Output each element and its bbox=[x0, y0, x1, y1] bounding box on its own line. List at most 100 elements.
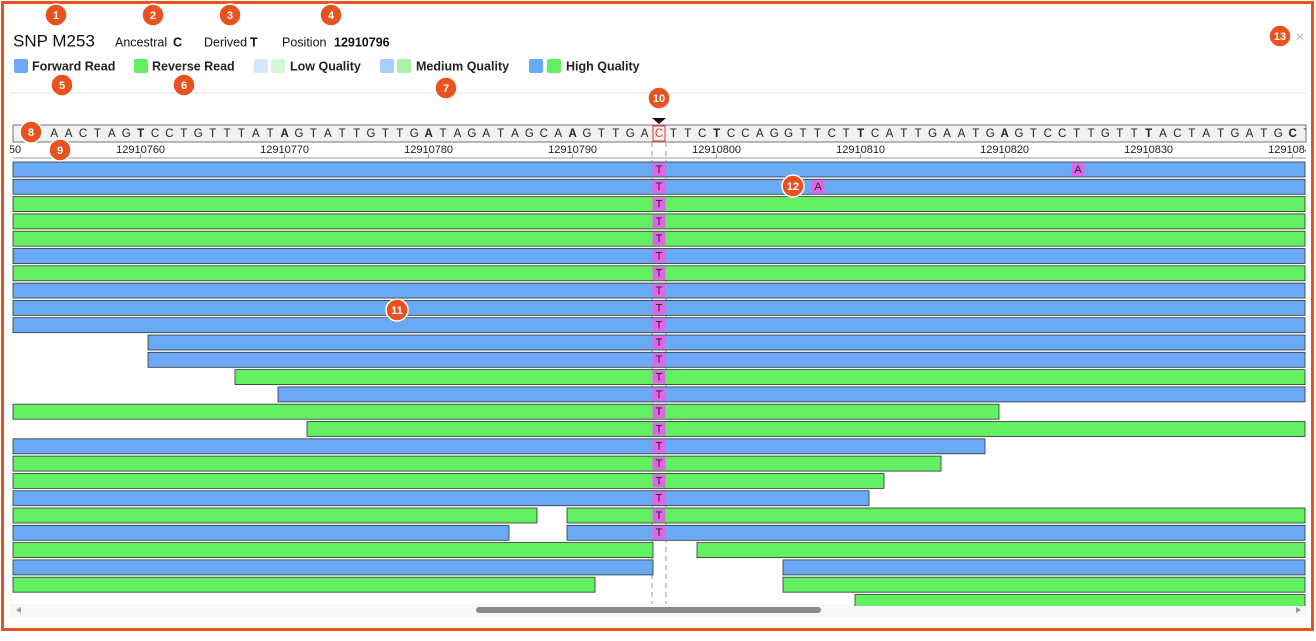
annotation-badge bbox=[19, 120, 43, 144]
base: T bbox=[180, 128, 187, 140]
read[interactable] bbox=[12, 524, 510, 541]
base: T bbox=[1303, 128, 1310, 140]
annotation-number: 13 bbox=[1274, 31, 1286, 43]
read[interactable] bbox=[12, 490, 870, 507]
mismatch-box bbox=[652, 266, 666, 280]
read[interactable] bbox=[12, 455, 942, 472]
mismatch-box bbox=[652, 214, 666, 228]
legend-swatch bbox=[547, 59, 561, 73]
base: A bbox=[108, 128, 116, 140]
mismatch-base: A bbox=[1074, 164, 1082, 176]
base: A bbox=[511, 128, 519, 140]
base: A bbox=[886, 128, 894, 140]
mismatch-box bbox=[652, 405, 666, 419]
base: T bbox=[972, 128, 979, 140]
base: T bbox=[1217, 128, 1224, 140]
read[interactable] bbox=[12, 576, 596, 593]
mismatch-base: T bbox=[656, 320, 663, 332]
read[interactable] bbox=[12, 507, 538, 524]
read[interactable] bbox=[12, 438, 986, 455]
legend-swatch bbox=[380, 59, 394, 73]
ruler-label: 12910760 bbox=[116, 144, 165, 156]
legend-label[interactable]: High Quality bbox=[566, 59, 640, 73]
legend-label[interactable]: Medium Quality bbox=[416, 59, 509, 73]
position-value: 12910796 bbox=[334, 35, 390, 49]
legend-swatch bbox=[271, 59, 285, 73]
read[interactable] bbox=[147, 334, 1306, 351]
annotation-number: 3 bbox=[227, 10, 233, 22]
scroll-right[interactable] bbox=[1296, 607, 1301, 613]
mismatch-box bbox=[652, 370, 666, 384]
base: T bbox=[814, 128, 821, 140]
base: T bbox=[267, 128, 274, 140]
read[interactable] bbox=[566, 507, 1306, 524]
annotation-number: 2 bbox=[150, 10, 156, 22]
mismatch-box bbox=[652, 491, 666, 505]
base: A bbox=[756, 128, 764, 140]
base: G bbox=[1231, 128, 1240, 140]
read[interactable] bbox=[12, 403, 1000, 420]
annotation-number: 4 bbox=[328, 10, 335, 22]
base: C bbox=[727, 128, 735, 140]
legend-label[interactable]: Low Quality bbox=[290, 59, 361, 73]
mismatch-base: T bbox=[656, 406, 663, 418]
mismatch-box bbox=[1071, 163, 1085, 176]
legend-label[interactable]: Reverse Read bbox=[152, 59, 235, 73]
read[interactable] bbox=[566, 524, 1306, 541]
base: C bbox=[698, 128, 706, 140]
read[interactable] bbox=[277, 386, 1306, 403]
snp-marker[interactable] bbox=[652, 118, 666, 124]
legend-swatch bbox=[134, 59, 148, 73]
annotation-number: 7 bbox=[443, 83, 449, 95]
read[interactable] bbox=[12, 472, 885, 489]
read[interactable] bbox=[782, 576, 1306, 593]
read[interactable] bbox=[306, 421, 1306, 437]
scroll-left[interactable] bbox=[16, 607, 21, 613]
derived-label: Derived bbox=[204, 35, 247, 49]
annotation-badge bbox=[48, 138, 72, 162]
annotation-badge bbox=[50, 73, 74, 97]
annotation-badge bbox=[647, 86, 671, 110]
mismatch-box bbox=[652, 318, 666, 332]
base: C bbox=[540, 128, 548, 140]
annotation-badge bbox=[172, 73, 196, 97]
base: T bbox=[915, 128, 922, 140]
position-label: Position bbox=[282, 35, 327, 49]
base: A bbox=[568, 128, 576, 140]
base: T bbox=[1087, 128, 1094, 140]
mismatch-box bbox=[652, 526, 666, 540]
mismatch-base: T bbox=[656, 389, 663, 401]
legend-label[interactable]: Forward Read bbox=[32, 59, 115, 73]
ancestral-value: C bbox=[173, 35, 182, 49]
base: A bbox=[424, 128, 432, 140]
base: A bbox=[943, 128, 951, 140]
base: C bbox=[79, 128, 87, 140]
base: G bbox=[928, 128, 937, 140]
mismatch-base: T bbox=[656, 493, 663, 505]
close-button[interactable]: × bbox=[1295, 29, 1304, 46]
read[interactable] bbox=[234, 369, 1306, 386]
read[interactable] bbox=[854, 594, 1306, 610]
read[interactable] bbox=[147, 351, 1306, 368]
base: A bbox=[1159, 128, 1167, 140]
mismatch-box bbox=[652, 457, 666, 471]
mismatch-box bbox=[652, 474, 666, 488]
ruler-label: 12910820 bbox=[980, 144, 1029, 156]
read[interactable] bbox=[12, 542, 654, 558]
mismatch-box bbox=[652, 509, 666, 522]
base: T bbox=[339, 128, 346, 140]
base: G bbox=[1015, 128, 1024, 140]
read[interactable] bbox=[782, 559, 1306, 576]
read[interactable] bbox=[12, 559, 654, 576]
scrollbar-thumb[interactable] bbox=[476, 607, 821, 613]
read[interactable] bbox=[696, 542, 1306, 558]
base: T bbox=[1073, 128, 1080, 140]
base: G bbox=[295, 128, 304, 140]
ruler-label: 12910800 bbox=[692, 144, 741, 156]
base: G bbox=[194, 128, 203, 140]
base: T bbox=[799, 128, 806, 140]
legend-swatch bbox=[254, 59, 268, 73]
base: T bbox=[94, 128, 101, 140]
base: C bbox=[1288, 128, 1296, 140]
mismatch-base: T bbox=[656, 527, 663, 539]
